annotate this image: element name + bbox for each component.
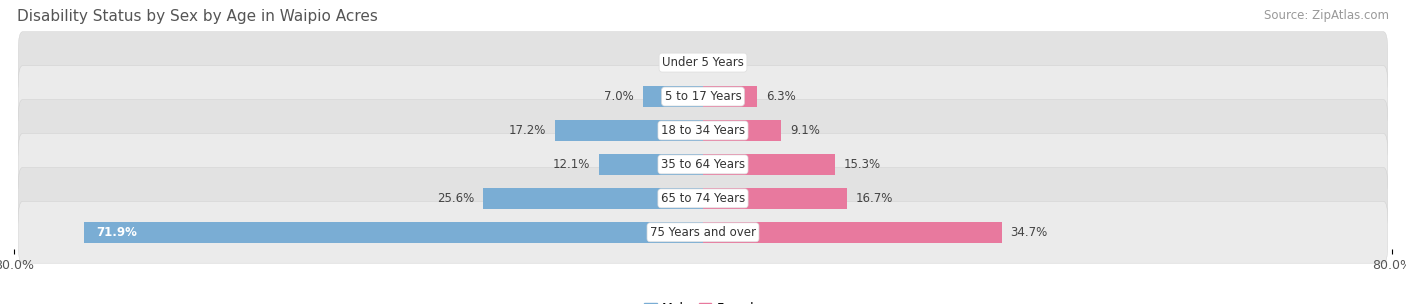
FancyBboxPatch shape: [18, 32, 1388, 93]
Text: 7.0%: 7.0%: [605, 90, 634, 103]
Text: Disability Status by Sex by Age in Waipio Acres: Disability Status by Sex by Age in Waipi…: [17, 9, 378, 24]
Text: 0.0%: 0.0%: [716, 56, 745, 69]
Text: Source: ZipAtlas.com: Source: ZipAtlas.com: [1264, 9, 1389, 22]
Text: 17.2%: 17.2%: [509, 124, 547, 137]
Text: 0.0%: 0.0%: [661, 56, 690, 69]
Bar: [555, 120, 703, 141]
Text: 18 to 34 Years: 18 to 34 Years: [661, 124, 745, 137]
Bar: [703, 120, 782, 141]
Text: Under 5 Years: Under 5 Years: [662, 56, 744, 69]
Text: 71.9%: 71.9%: [97, 226, 138, 239]
Text: 65 to 74 Years: 65 to 74 Years: [661, 192, 745, 205]
FancyBboxPatch shape: [18, 168, 1388, 229]
Legend: Male, Female: Male, Female: [640, 297, 766, 304]
Bar: [703, 86, 758, 107]
Text: 25.6%: 25.6%: [437, 192, 474, 205]
FancyBboxPatch shape: [18, 66, 1388, 127]
Bar: [703, 222, 1002, 243]
Text: 35 to 64 Years: 35 to 64 Years: [661, 158, 745, 171]
FancyBboxPatch shape: [18, 133, 1388, 195]
Text: 15.3%: 15.3%: [844, 158, 880, 171]
Text: 5 to 17 Years: 5 to 17 Years: [665, 90, 741, 103]
FancyBboxPatch shape: [18, 100, 1388, 161]
Bar: [84, 222, 703, 243]
Text: 9.1%: 9.1%: [790, 124, 820, 137]
Text: 34.7%: 34.7%: [1011, 226, 1047, 239]
Text: 75 Years and over: 75 Years and over: [650, 226, 756, 239]
Bar: [703, 188, 846, 209]
FancyBboxPatch shape: [18, 202, 1388, 263]
Text: 16.7%: 16.7%: [855, 192, 893, 205]
Text: 6.3%: 6.3%: [766, 90, 796, 103]
Bar: [703, 154, 835, 175]
Bar: [599, 154, 703, 175]
Text: 12.1%: 12.1%: [553, 158, 591, 171]
Bar: [643, 86, 703, 107]
Bar: [482, 188, 703, 209]
